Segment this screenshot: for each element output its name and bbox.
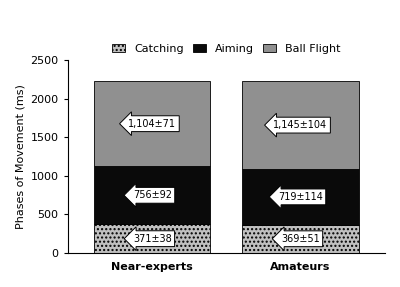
Bar — [242, 169, 358, 224]
Text: 719±114: 719±114 — [278, 192, 323, 202]
Text: 369±51: 369±51 — [281, 234, 320, 244]
Bar — [94, 166, 210, 224]
Bar — [242, 81, 358, 169]
Bar — [94, 224, 210, 253]
Bar — [94, 81, 210, 166]
Text: 371±38: 371±38 — [133, 234, 172, 244]
Bar — [242, 224, 358, 253]
Text: 756±92: 756±92 — [133, 190, 172, 200]
Text: 1,104±71: 1,104±71 — [128, 119, 176, 129]
Y-axis label: Phases of Movement (ms): Phases of Movement (ms) — [15, 84, 25, 229]
Text: 1,145±104: 1,145±104 — [273, 120, 328, 130]
Legend: Catching, Aiming, Ball Flight: Catching, Aiming, Ball Flight — [108, 39, 345, 58]
